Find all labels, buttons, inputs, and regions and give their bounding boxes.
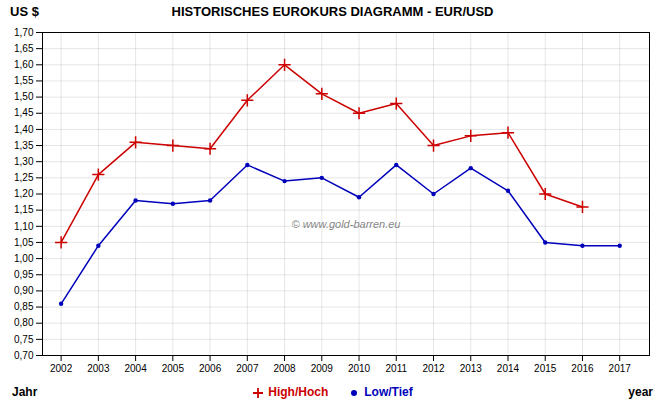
- svg-text:0,90: 0,90: [14, 285, 34, 296]
- svg-text:1,55: 1,55: [14, 75, 34, 86]
- svg-text:2003: 2003: [87, 363, 110, 374]
- svg-text:1,70: 1,70: [14, 27, 34, 38]
- svg-text:2007: 2007: [236, 363, 259, 374]
- svg-text:1,40: 1,40: [14, 124, 34, 135]
- svg-text:2012: 2012: [422, 363, 445, 374]
- svg-text:1,15: 1,15: [14, 204, 34, 215]
- svg-text:1,65: 1,65: [14, 43, 34, 54]
- html-text:Jahr: Jahr: [12, 385, 38, 399]
- html-text:High/Hoch: High/Hoch: [268, 385, 329, 399]
- svg-text:1,20: 1,20: [14, 188, 34, 199]
- svg-text:1,00: 1,00: [14, 253, 34, 264]
- svg-text:1,50: 1,50: [14, 91, 34, 102]
- svg-text:1,05: 1,05: [14, 237, 34, 248]
- html-text:year: year: [628, 385, 653, 399]
- svg-text:1,35: 1,35: [14, 140, 34, 151]
- svg-text:2010: 2010: [348, 363, 371, 374]
- svg-text:2016: 2016: [571, 363, 594, 374]
- svg-text:2006: 2006: [199, 363, 222, 374]
- svg-text:© www.gold-barren.eu: © www.gold-barren.eu: [292, 218, 401, 230]
- svg-text:1,45: 1,45: [14, 107, 34, 118]
- html-text:US $: US $: [10, 4, 39, 19]
- svg-text:1,25: 1,25: [14, 172, 34, 183]
- svg-text:2015: 2015: [534, 363, 557, 374]
- svg-text:1,60: 1,60: [14, 59, 34, 70]
- html-text:HISTORISCHES EUROKURS DIAGRAMM: HISTORISCHES EUROKURS DIAGRAMM - EUR/USD: [171, 4, 494, 19]
- svg-text:2013: 2013: [460, 363, 483, 374]
- svg-text:1,10: 1,10: [14, 221, 34, 232]
- svg-text:0,80: 0,80: [14, 317, 34, 328]
- svg-text:0,70: 0,70: [14, 350, 34, 361]
- svg-text:2004: 2004: [124, 363, 147, 374]
- svg-text:2017: 2017: [609, 363, 632, 374]
- svg-text:2008: 2008: [273, 363, 296, 374]
- svg-text:2009: 2009: [311, 363, 334, 374]
- svg-text:0,95: 0,95: [14, 269, 34, 280]
- svg-text:0,75: 0,75: [14, 334, 34, 345]
- svg-text:1,30: 1,30: [14, 156, 34, 167]
- svg-text:2014: 2014: [497, 363, 520, 374]
- svg-text:0,85: 0,85: [14, 301, 34, 312]
- svg-text:2002: 2002: [50, 363, 73, 374]
- html-text:Low/Tief: Low/Tief: [364, 385, 413, 399]
- svg-text:2011: 2011: [386, 363, 408, 374]
- svg-text:2005: 2005: [162, 363, 185, 374]
